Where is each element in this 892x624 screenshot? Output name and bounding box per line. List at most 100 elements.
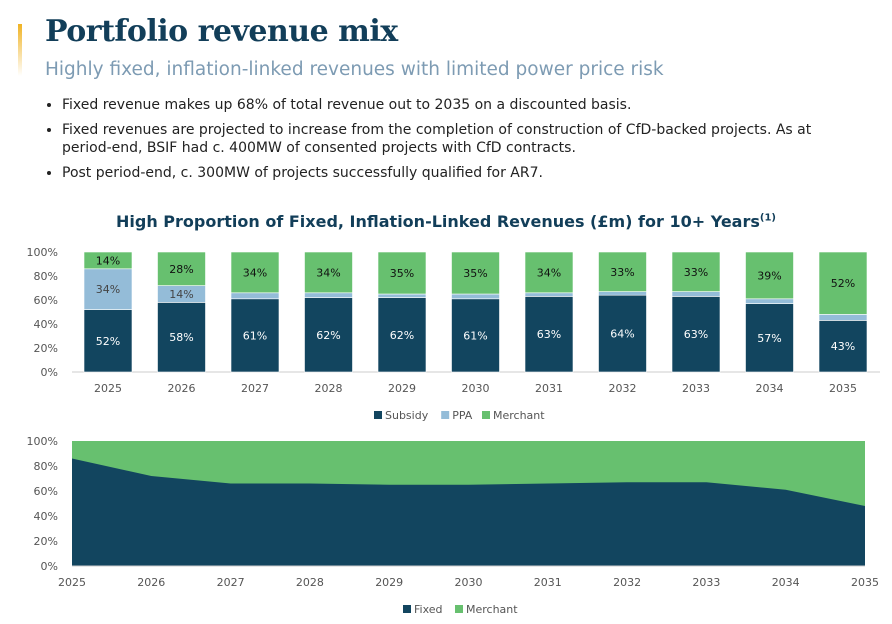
data-label: 33% <box>684 266 708 279</box>
bar-subsidy <box>83 309 133 373</box>
chart-title: High Proportion of Fixed, Inflation-Link… <box>0 212 892 231</box>
bar-merchant <box>598 251 647 292</box>
y-tick-label: 20% <box>34 342 58 355</box>
y-tick-label: 100% <box>27 246 58 259</box>
x-tick-label: 2029 <box>388 382 416 395</box>
x-tick-label: 2033 <box>692 576 720 589</box>
bar-subsidy <box>598 294 647 373</box>
legend-swatch-merchant <box>455 605 463 613</box>
bar-ppa <box>377 293 427 298</box>
accent-bar <box>18 24 22 76</box>
bar-merchant <box>304 251 353 294</box>
bullet-item: Post period-end, c. 300MW of projects su… <box>62 164 862 182</box>
x-tick-label: 2035 <box>851 576 879 589</box>
legend-label: PPA <box>452 409 473 422</box>
x-tick-label: 2029 <box>375 576 403 589</box>
data-label: 63% <box>684 328 708 341</box>
bullet-list: Fixed revenue makes up 68% of total reve… <box>40 96 862 189</box>
y-tick-label: 0% <box>41 560 58 573</box>
x-tick-label: 2032 <box>609 382 637 395</box>
data-label: 33% <box>610 266 634 279</box>
bar-merchant <box>671 251 721 292</box>
bar-ppa <box>745 298 794 304</box>
x-tick-label: 2032 <box>613 576 641 589</box>
y-tick-label: 60% <box>34 485 58 498</box>
bar-ppa <box>451 293 500 300</box>
bar-ppa <box>671 291 721 297</box>
bar-ppa <box>230 292 280 300</box>
data-label: 62% <box>316 329 340 342</box>
data-label: 58% <box>169 331 193 344</box>
x-tick-label: 2033 <box>682 382 710 395</box>
legend-label: Merchant <box>493 409 545 422</box>
x-tick-label: 2025 <box>94 382 122 395</box>
bullet-item: Fixed revenues are projected to increase… <box>62 121 862 157</box>
bar-ppa <box>598 291 647 296</box>
bar-merchant <box>745 251 794 300</box>
bar-merchant <box>451 251 500 295</box>
legend-label: Merchant <box>466 603 518 616</box>
x-tick-label: 2028 <box>296 576 324 589</box>
x-tick-label: 2031 <box>534 576 562 589</box>
bar-subsidy <box>671 296 721 373</box>
bar-merchant <box>230 251 280 294</box>
bar-ppa <box>818 314 868 321</box>
y-tick-label: 80% <box>34 460 58 473</box>
data-label: 62% <box>390 329 414 342</box>
data-label: 43% <box>831 340 855 353</box>
data-label: 35% <box>463 267 487 280</box>
legend-label: Fixed <box>414 603 443 616</box>
legend-swatch-merchant <box>482 411 490 419</box>
data-label: 63% <box>537 328 561 341</box>
data-label: 52% <box>96 335 120 348</box>
x-tick-label: 2035 <box>829 382 857 395</box>
legend-swatch-fixed <box>403 605 411 613</box>
bar-merchant <box>83 251 133 270</box>
page-title: Portfolio revenue mix <box>45 14 398 49</box>
data-label: 34% <box>316 266 340 279</box>
bar-subsidy <box>451 298 500 373</box>
data-label: 35% <box>390 267 414 280</box>
data-label: 34% <box>243 266 267 279</box>
page-subtitle: Highly fixed, inflation-linked revenues … <box>45 59 664 80</box>
bar-merchant <box>524 251 574 294</box>
area-fixed <box>72 458 865 566</box>
bar-ppa <box>304 292 353 298</box>
data-label: 39% <box>757 269 781 282</box>
x-tick-label: 2026 <box>137 576 165 589</box>
bar-subsidy <box>745 303 794 373</box>
x-tick-label: 2034 <box>772 576 800 589</box>
y-tick-label: 80% <box>34 270 58 283</box>
bar-subsidy <box>524 296 574 373</box>
x-tick-label: 2030 <box>455 576 483 589</box>
bar-merchant <box>157 251 206 286</box>
data-label: 14% <box>169 288 193 301</box>
data-label: 57% <box>757 332 781 345</box>
x-tick-label: 2030 <box>462 382 490 395</box>
y-tick-label: 100% <box>27 435 58 448</box>
legend-swatch-subsidy <box>374 411 382 419</box>
bar-subsidy <box>157 302 206 373</box>
x-tick-label: 2034 <box>756 382 784 395</box>
legend-swatch-ppa <box>441 411 450 419</box>
x-tick-label: 2027 <box>241 382 269 395</box>
data-label: 14% <box>96 254 120 267</box>
x-tick-label: 2031 <box>535 382 563 395</box>
y-tick-label: 0% <box>41 366 58 379</box>
legend-label: Subsidy <box>385 409 429 422</box>
bar-subsidy <box>230 298 280 373</box>
data-label: 61% <box>243 329 267 342</box>
data-label: 52% <box>831 277 855 290</box>
data-label: 34% <box>96 283 120 296</box>
y-tick-label: 20% <box>34 535 58 548</box>
bar-merchant <box>818 251 868 315</box>
x-tick-label: 2026 <box>168 382 196 395</box>
y-tick-label: 40% <box>34 510 58 523</box>
y-tick-label: 60% <box>34 294 58 307</box>
chart-title-footnote: (1) <box>759 212 776 224</box>
data-label: 64% <box>610 328 634 341</box>
chart-title-text: High Proportion of Fixed, Inflation-Link… <box>116 212 760 231</box>
bar-ppa <box>524 292 574 297</box>
bar-subsidy <box>818 320 868 373</box>
